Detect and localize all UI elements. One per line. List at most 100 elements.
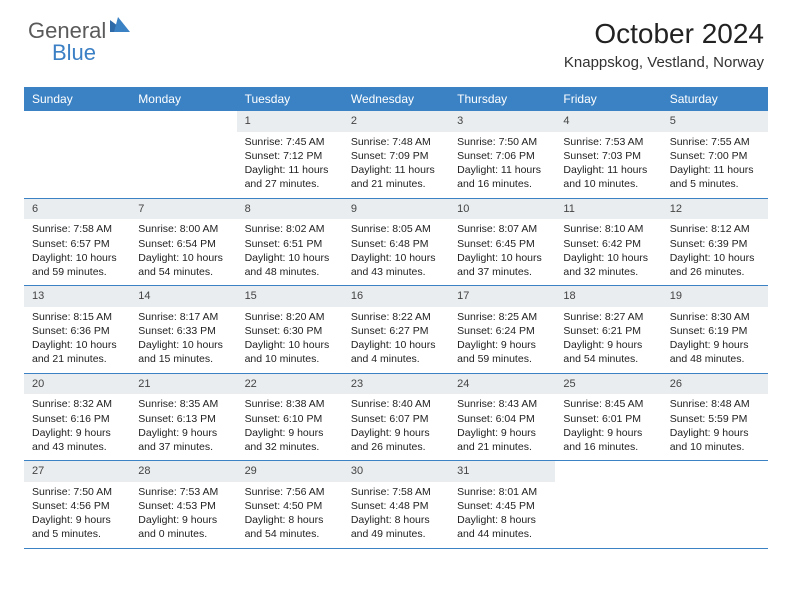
sunrise-text: Sunrise: 8:22 AM [351, 310, 441, 324]
day-cell: 15Sunrise: 8:20 AMSunset: 6:30 PMDayligh… [237, 286, 343, 373]
sunrise-text: Sunrise: 8:12 AM [670, 222, 760, 236]
week-row: 20Sunrise: 8:32 AMSunset: 6:16 PMDayligh… [24, 373, 768, 461]
empty-cell [24, 111, 130, 198]
sunset-text: Sunset: 4:53 PM [138, 499, 228, 513]
day-body: Sunrise: 8:48 AMSunset: 5:59 PMDaylight:… [662, 394, 768, 460]
sunrise-text: Sunrise: 8:45 AM [563, 397, 653, 411]
daylight-text: Daylight: 9 hours and 59 minutes. [457, 338, 547, 366]
daylight-text: Daylight: 9 hours and 26 minutes. [351, 426, 441, 454]
day-body: Sunrise: 8:32 AMSunset: 6:16 PMDaylight:… [24, 394, 130, 460]
day-header-wed: Wednesday [343, 87, 449, 111]
day-cell: 27Sunrise: 7:50 AMSunset: 4:56 PMDayligh… [24, 461, 130, 548]
day-body: Sunrise: 8:27 AMSunset: 6:21 PMDaylight:… [555, 307, 661, 373]
day-body: Sunrise: 7:45 AMSunset: 7:12 PMDaylight:… [237, 132, 343, 198]
sunset-text: Sunset: 4:48 PM [351, 499, 441, 513]
day-number: 15 [237, 286, 343, 307]
sunrise-text: Sunrise: 8:35 AM [138, 397, 228, 411]
day-cell: 24Sunrise: 8:43 AMSunset: 6:04 PMDayligh… [449, 374, 555, 461]
day-header-mon: Monday [130, 87, 236, 111]
sunrise-text: Sunrise: 8:07 AM [457, 222, 547, 236]
day-body: Sunrise: 8:12 AMSunset: 6:39 PMDaylight:… [662, 219, 768, 285]
day-body: Sunrise: 8:20 AMSunset: 6:30 PMDaylight:… [237, 307, 343, 373]
day-cell: 8Sunrise: 8:02 AMSunset: 6:51 PMDaylight… [237, 199, 343, 286]
sunset-text: Sunset: 6:48 PM [351, 237, 441, 251]
daylight-text: Daylight: 9 hours and 37 minutes. [138, 426, 228, 454]
day-number: 17 [449, 286, 555, 307]
sunrise-text: Sunrise: 8:25 AM [457, 310, 547, 324]
sunset-text: Sunset: 6:57 PM [32, 237, 122, 251]
sunset-text: Sunset: 6:42 PM [563, 237, 653, 251]
sunrise-text: Sunrise: 8:15 AM [32, 310, 122, 324]
day-cell: 4Sunrise: 7:53 AMSunset: 7:03 PMDaylight… [555, 111, 661, 198]
header: General October 2024 Knappskog, Vestland… [0, 0, 792, 81]
daylight-text: Daylight: 10 hours and 21 minutes. [32, 338, 122, 366]
day-body: Sunrise: 8:02 AMSunset: 6:51 PMDaylight:… [237, 219, 343, 285]
daylight-text: Daylight: 8 hours and 54 minutes. [245, 513, 335, 541]
logo-text-blue: Blue [52, 40, 96, 65]
sunrise-text: Sunrise: 8:27 AM [563, 310, 653, 324]
sunrise-text: Sunrise: 8:17 AM [138, 310, 228, 324]
day-body: Sunrise: 8:22 AMSunset: 6:27 PMDaylight:… [343, 307, 449, 373]
sunset-text: Sunset: 6:27 PM [351, 324, 441, 338]
day-cell: 30Sunrise: 7:58 AMSunset: 4:48 PMDayligh… [343, 461, 449, 548]
sunrise-text: Sunrise: 8:20 AM [245, 310, 335, 324]
daylight-text: Daylight: 10 hours and 37 minutes. [457, 251, 547, 279]
page-title: October 2024 [564, 18, 764, 50]
day-number: 26 [662, 374, 768, 395]
day-body: Sunrise: 8:17 AMSunset: 6:33 PMDaylight:… [130, 307, 236, 373]
sunrise-text: Sunrise: 7:58 AM [351, 485, 441, 499]
daylight-text: Daylight: 9 hours and 10 minutes. [670, 426, 760, 454]
daylight-text: Daylight: 11 hours and 21 minutes. [351, 163, 441, 191]
daylight-text: Daylight: 11 hours and 27 minutes. [245, 163, 335, 191]
weeks-container: 1Sunrise: 7:45 AMSunset: 7:12 PMDaylight… [24, 111, 768, 549]
day-cell: 7Sunrise: 8:00 AMSunset: 6:54 PMDaylight… [130, 199, 236, 286]
daylight-text: Daylight: 11 hours and 10 minutes. [563, 163, 653, 191]
day-header-tue: Tuesday [237, 87, 343, 111]
sunrise-text: Sunrise: 7:50 AM [457, 135, 547, 149]
sunrise-text: Sunrise: 8:32 AM [32, 397, 122, 411]
sunrise-text: Sunrise: 7:53 AM [563, 135, 653, 149]
sunset-text: Sunset: 7:12 PM [245, 149, 335, 163]
sunset-text: Sunset: 7:06 PM [457, 149, 547, 163]
week-row: 1Sunrise: 7:45 AMSunset: 7:12 PMDaylight… [24, 111, 768, 198]
sunset-text: Sunset: 6:19 PM [670, 324, 760, 338]
sunset-text: Sunset: 6:24 PM [457, 324, 547, 338]
day-cell: 10Sunrise: 8:07 AMSunset: 6:45 PMDayligh… [449, 199, 555, 286]
day-number: 21 [130, 374, 236, 395]
sunset-text: Sunset: 6:45 PM [457, 237, 547, 251]
sunrise-text: Sunrise: 7:58 AM [32, 222, 122, 236]
daylight-text: Daylight: 10 hours and 10 minutes. [245, 338, 335, 366]
day-number: 27 [24, 461, 130, 482]
day-cell: 19Sunrise: 8:30 AMSunset: 6:19 PMDayligh… [662, 286, 768, 373]
day-cell: 6Sunrise: 7:58 AMSunset: 6:57 PMDaylight… [24, 199, 130, 286]
day-body: Sunrise: 7:58 AMSunset: 6:57 PMDaylight:… [24, 219, 130, 285]
day-number: 28 [130, 461, 236, 482]
day-number: 31 [449, 461, 555, 482]
day-body: Sunrise: 8:01 AMSunset: 4:45 PMDaylight:… [449, 482, 555, 548]
empty-cell [130, 111, 236, 198]
daylight-text: Daylight: 10 hours and 43 minutes. [351, 251, 441, 279]
sunrise-text: Sunrise: 7:56 AM [245, 485, 335, 499]
day-header-sat: Saturday [662, 87, 768, 111]
daylight-text: Daylight: 8 hours and 44 minutes. [457, 513, 547, 541]
day-body: Sunrise: 8:30 AMSunset: 6:19 PMDaylight:… [662, 307, 768, 373]
day-body: Sunrise: 8:15 AMSunset: 6:36 PMDaylight:… [24, 307, 130, 373]
day-body: Sunrise: 8:07 AMSunset: 6:45 PMDaylight:… [449, 219, 555, 285]
day-number: 22 [237, 374, 343, 395]
day-cell: 22Sunrise: 8:38 AMSunset: 6:10 PMDayligh… [237, 374, 343, 461]
sunrise-text: Sunrise: 8:01 AM [457, 485, 547, 499]
sunrise-text: Sunrise: 8:38 AM [245, 397, 335, 411]
logo-triangle-icon [110, 17, 132, 38]
day-header-sun: Sunday [24, 87, 130, 111]
sunrise-text: Sunrise: 8:48 AM [670, 397, 760, 411]
day-number: 9 [343, 199, 449, 220]
sunrise-text: Sunrise: 7:53 AM [138, 485, 228, 499]
sunset-text: Sunset: 6:54 PM [138, 237, 228, 251]
day-number: 29 [237, 461, 343, 482]
sunset-text: Sunset: 6:13 PM [138, 412, 228, 426]
day-body: Sunrise: 8:35 AMSunset: 6:13 PMDaylight:… [130, 394, 236, 460]
day-number: 2 [343, 111, 449, 132]
sunset-text: Sunset: 6:36 PM [32, 324, 122, 338]
day-cell: 18Sunrise: 8:27 AMSunset: 6:21 PMDayligh… [555, 286, 661, 373]
sunrise-text: Sunrise: 7:50 AM [32, 485, 122, 499]
